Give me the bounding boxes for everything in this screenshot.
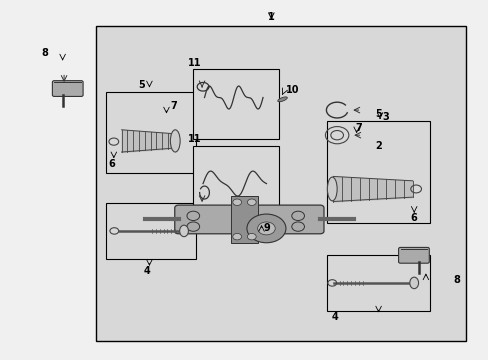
FancyBboxPatch shape bbox=[174, 205, 324, 234]
Text: 1: 1 bbox=[267, 12, 274, 22]
Circle shape bbox=[247, 199, 256, 206]
Text: 11: 11 bbox=[187, 135, 201, 144]
Circle shape bbox=[246, 214, 285, 243]
Text: 7: 7 bbox=[170, 102, 177, 112]
FancyBboxPatch shape bbox=[52, 81, 83, 96]
Text: 8: 8 bbox=[452, 275, 459, 285]
Circle shape bbox=[257, 222, 275, 235]
Bar bbox=[193, 69, 278, 139]
Circle shape bbox=[232, 199, 241, 206]
Text: 11: 11 bbox=[187, 58, 201, 68]
Text: 9: 9 bbox=[263, 224, 269, 233]
Bar bbox=[105, 203, 195, 259]
Text: 4: 4 bbox=[331, 312, 337, 322]
Ellipse shape bbox=[170, 130, 180, 152]
FancyBboxPatch shape bbox=[398, 247, 428, 263]
Bar bbox=[96, 26, 466, 341]
Bar bbox=[230, 196, 258, 243]
Bar bbox=[327, 255, 429, 311]
Text: 7: 7 bbox=[355, 123, 362, 133]
Text: 5: 5 bbox=[139, 80, 145, 90]
Ellipse shape bbox=[327, 177, 336, 201]
Text: 8: 8 bbox=[41, 48, 48, 58]
Text: 3: 3 bbox=[382, 112, 388, 122]
Ellipse shape bbox=[179, 225, 188, 237]
Bar bbox=[327, 121, 429, 223]
Text: 6: 6 bbox=[410, 213, 417, 222]
Text: 10: 10 bbox=[285, 85, 299, 95]
Text: 2: 2 bbox=[374, 141, 381, 151]
Text: 6: 6 bbox=[108, 159, 115, 169]
Ellipse shape bbox=[277, 97, 287, 102]
Circle shape bbox=[247, 233, 256, 240]
Circle shape bbox=[232, 233, 241, 240]
Text: 5: 5 bbox=[374, 109, 381, 119]
Ellipse shape bbox=[409, 277, 418, 289]
Bar bbox=[105, 92, 195, 173]
Text: 4: 4 bbox=[143, 266, 150, 276]
Bar bbox=[193, 146, 278, 212]
